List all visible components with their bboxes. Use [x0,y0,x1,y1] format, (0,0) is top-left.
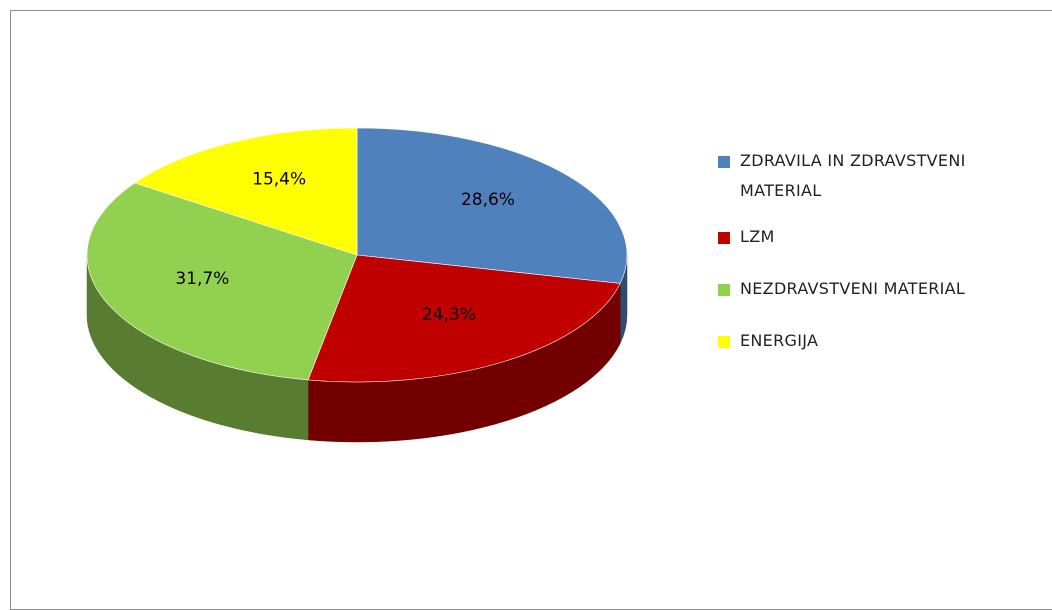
data-label: 28,6% [461,190,515,210]
legend-entry: ENERGIJA [718,326,1033,356]
page: {"chart_data": {"type": "pie", "categori… [10,10,1052,610]
legend-label: ENERGIJA [740,331,819,350]
legend-entry: ZDRAVILA IN ZDRAVSTVENI MATERIAL [718,146,1033,206]
chart: 28,6% 24,3% 31,7% 15,4% [86,127,628,443]
pie-slice [86,182,358,381]
legend-key [718,156,730,168]
legend-key [718,284,730,296]
legend-entry: NEZDRAVSTVENI MATERIAL [718,274,1033,304]
legend-entry: LZM [718,222,1033,252]
pie-slice [356,127,628,284]
legend-key [718,232,730,244]
legend-label: LZM [740,227,775,246]
pie-slice [133,127,358,256]
legend-label: ZDRAVILA IN ZDRAVSTVENI MATERIAL [740,151,966,200]
data-label: 15,4% [252,169,306,189]
pie-slice [307,254,621,383]
data-label: 24,3% [422,305,476,325]
legend: ZDRAVILA IN ZDRAVSTVENI MATERIAL LZM NEZDR… [718,146,1033,356]
legend-key [718,336,730,348]
legend-label: NEZDRAVSTVENI MATERIAL [740,279,966,298]
data-label: 31,7% [175,269,229,289]
